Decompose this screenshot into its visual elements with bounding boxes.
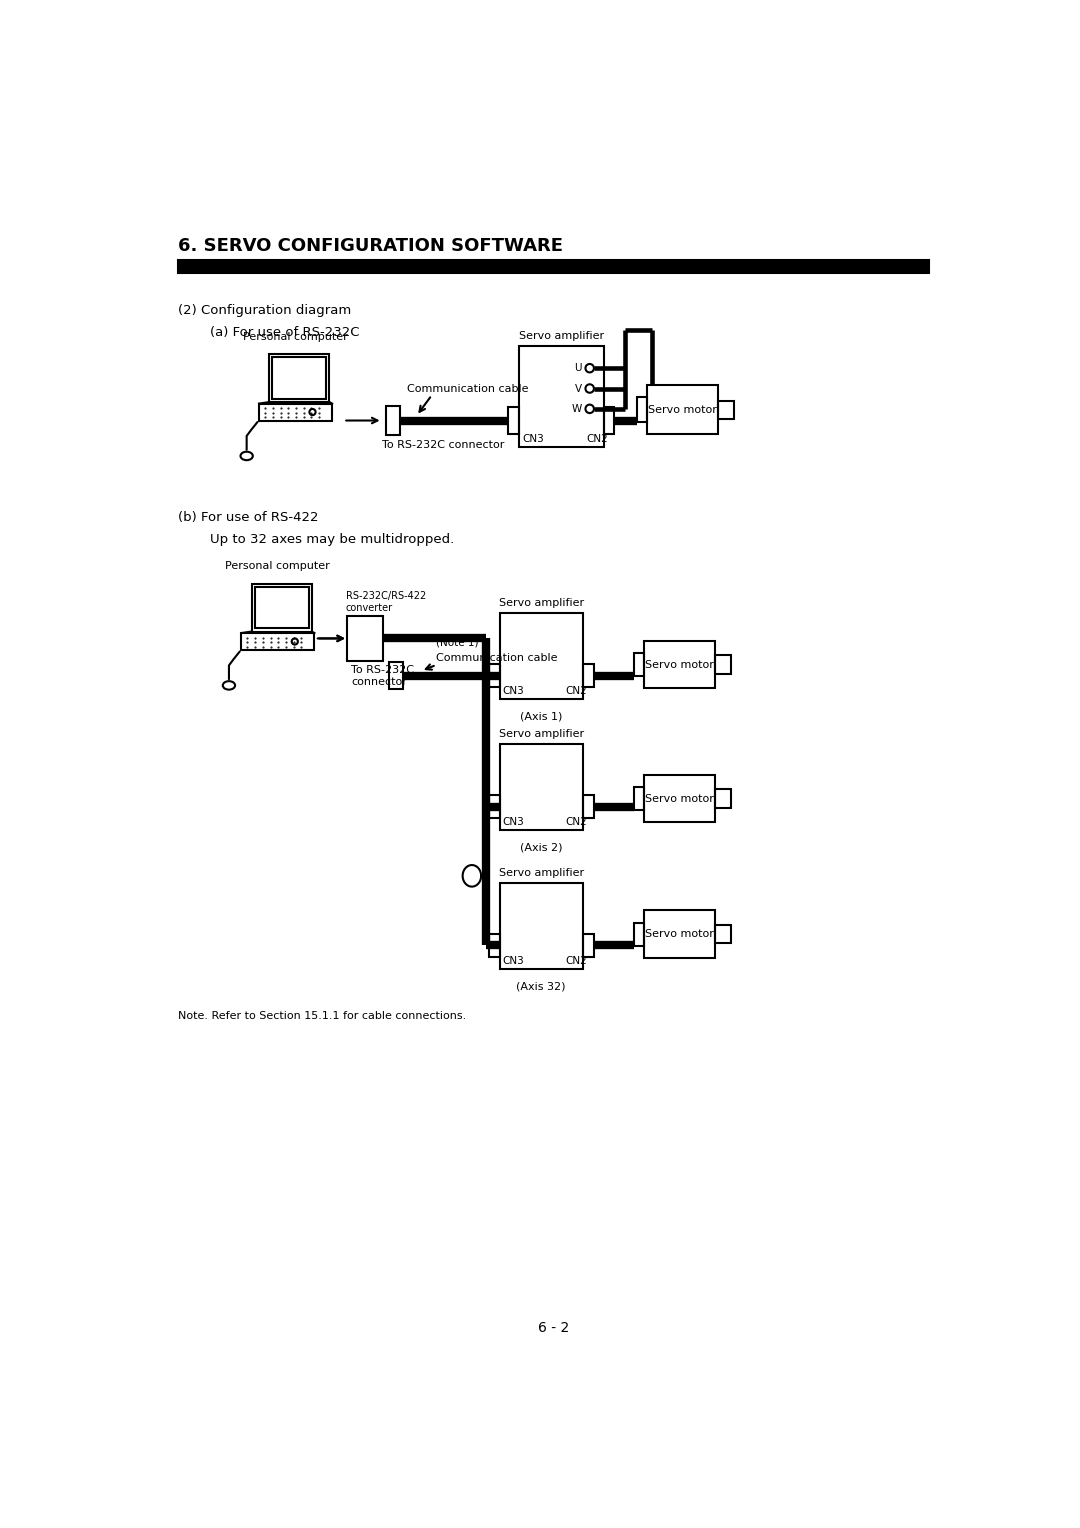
Bar bbox=[252, 584, 312, 631]
Text: (b) For use of RS-422: (b) For use of RS-422 bbox=[178, 512, 319, 524]
Text: CN3: CN3 bbox=[522, 434, 543, 445]
Text: CN2: CN2 bbox=[566, 955, 588, 966]
Text: To RS-232C
connector: To RS-232C connector bbox=[351, 665, 414, 688]
Bar bbox=[634, 787, 645, 810]
Text: Servo amplifier: Servo amplifier bbox=[499, 868, 584, 879]
Bar bbox=[715, 656, 730, 674]
Bar bbox=[241, 633, 314, 649]
Bar bbox=[386, 406, 400, 435]
Bar bbox=[389, 662, 403, 689]
Text: 6 - 2: 6 - 2 bbox=[538, 1320, 569, 1334]
Bar bbox=[715, 924, 730, 943]
Text: CN3: CN3 bbox=[502, 686, 525, 697]
Text: (Axis 32): (Axis 32) bbox=[516, 981, 566, 992]
Bar bbox=[489, 795, 500, 817]
Text: (2) Configuration diagram: (2) Configuration diagram bbox=[178, 304, 351, 318]
Text: Note. Refer to Section 15.1.1 for cable connections.: Note. Refer to Section 15.1.1 for cable … bbox=[178, 1012, 465, 1021]
Bar bbox=[500, 744, 583, 830]
Bar bbox=[634, 652, 645, 677]
Bar bbox=[583, 934, 594, 957]
Text: V: V bbox=[575, 384, 582, 394]
Text: (Axis 2): (Axis 2) bbox=[519, 842, 563, 853]
Bar bbox=[715, 790, 730, 808]
Bar bbox=[645, 911, 715, 958]
Text: Servo motor: Servo motor bbox=[646, 793, 714, 804]
Text: CN2: CN2 bbox=[566, 686, 588, 697]
Text: 6. SERVO CONFIGURATION SOFTWARE: 6. SERVO CONFIGURATION SOFTWARE bbox=[178, 237, 563, 255]
Bar bbox=[508, 408, 518, 434]
Text: (Note 1): (Note 1) bbox=[436, 637, 478, 648]
Bar bbox=[604, 408, 615, 434]
Bar bbox=[583, 795, 594, 817]
Text: U: U bbox=[575, 364, 582, 373]
Text: W: W bbox=[571, 403, 582, 414]
Bar bbox=[489, 934, 500, 957]
Text: CN3: CN3 bbox=[502, 817, 525, 827]
Text: (a) For use of RS-232C: (a) For use of RS-232C bbox=[193, 325, 360, 339]
Bar bbox=[518, 345, 604, 448]
Text: CN2: CN2 bbox=[566, 817, 588, 827]
Bar bbox=[269, 354, 329, 402]
Text: Servo amplifier: Servo amplifier bbox=[499, 729, 584, 740]
Bar bbox=[647, 385, 718, 434]
Bar bbox=[347, 616, 382, 660]
Text: Communication cable: Communication cable bbox=[407, 384, 529, 394]
Bar bbox=[272, 358, 326, 399]
Bar bbox=[259, 403, 333, 420]
Bar bbox=[645, 775, 715, 822]
Bar bbox=[718, 400, 733, 419]
Text: Servo motor: Servo motor bbox=[646, 929, 714, 940]
Text: RS-232C/RS-422
converter: RS-232C/RS-422 converter bbox=[346, 591, 426, 613]
Text: To RS-232C connector: To RS-232C connector bbox=[382, 440, 504, 449]
Bar bbox=[500, 883, 583, 969]
Text: Servo amplifier: Servo amplifier bbox=[518, 332, 604, 341]
Bar bbox=[636, 397, 647, 422]
Text: Up to 32 axes may be multidropped.: Up to 32 axes may be multidropped. bbox=[193, 533, 455, 545]
Text: Servo amplifier: Servo amplifier bbox=[499, 599, 584, 608]
Text: Personal computer: Personal computer bbox=[226, 561, 330, 570]
Bar bbox=[489, 665, 500, 688]
Bar bbox=[500, 613, 583, 700]
Bar bbox=[462, 865, 481, 888]
Text: CN3: CN3 bbox=[502, 955, 525, 966]
Bar bbox=[255, 587, 309, 628]
Bar bbox=[645, 640, 715, 689]
Text: Servo motor: Servo motor bbox=[646, 660, 714, 669]
Bar bbox=[634, 923, 645, 946]
Text: CN2: CN2 bbox=[586, 434, 608, 445]
Text: Personal computer: Personal computer bbox=[243, 332, 348, 342]
Text: Communication cable: Communication cable bbox=[436, 654, 558, 663]
Text: Servo motor: Servo motor bbox=[648, 405, 717, 414]
Text: (Axis 1): (Axis 1) bbox=[519, 712, 563, 721]
Bar bbox=[178, 260, 929, 272]
Bar bbox=[583, 665, 594, 688]
